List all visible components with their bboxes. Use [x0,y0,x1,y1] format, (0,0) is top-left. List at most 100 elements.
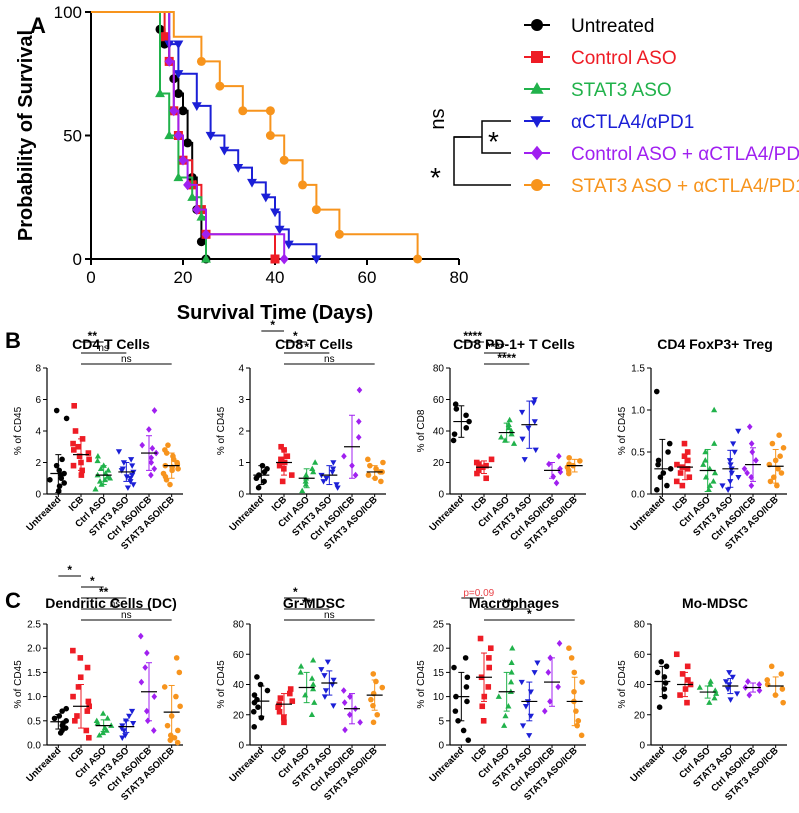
survival-marker [205,131,216,141]
data-point [542,707,548,715]
data-point [733,691,741,697]
y-tick-label: 60 [233,650,245,661]
data-point [280,714,287,721]
y-tick-label: 8 [35,364,41,375]
data-point [302,478,309,484]
data-point [151,407,158,414]
data-point [741,465,748,473]
survival-marker [187,192,198,201]
data-point [329,682,336,688]
data-point [86,703,92,710]
survival-marker [265,131,275,140]
data-point [279,478,286,485]
data-point [665,449,671,455]
data-point [165,442,171,448]
y-tick-label: 25 [433,620,445,631]
data-point [510,440,518,446]
data-point [722,679,730,685]
legend-label: αCTLA4/αPD1 [571,112,694,133]
y-tick-label: 1.5 [631,364,645,375]
y-tick-label: 2 [238,427,244,438]
data-point [297,663,305,669]
data-point [557,468,564,476]
bracket-outer [453,136,511,186]
data-point [310,468,317,475]
comparison-label: * [304,340,309,354]
data-point [164,722,171,729]
survival-marker [178,106,188,116]
data-point [83,727,90,734]
data-point [119,735,126,741]
data-point [340,687,347,694]
data-point [310,657,317,663]
data-point [84,664,91,671]
data-point [779,686,786,692]
data-point [63,718,69,724]
survival-marker [196,56,206,66]
data-point [177,703,183,710]
survival-marker [183,138,193,148]
data-point [173,655,180,661]
legend-marker [530,82,544,94]
y-tick-label: 0 [238,490,244,501]
y-tick-label: 80 [634,620,646,631]
data-point [86,456,92,463]
y-tick-label: 0.5 [631,448,645,459]
data-point [128,457,135,463]
data-point [735,428,742,435]
data-point [310,681,317,687]
data-point [748,440,755,447]
data-point [673,651,680,658]
y-tick-label: 4 [238,364,244,375]
data-point [702,448,709,455]
data-point [530,400,537,406]
x-tick-label: Untreated [427,745,466,784]
y-tick-label: 80 [433,364,445,375]
data-point [254,674,260,680]
data-point [473,459,480,466]
data-point [487,645,494,651]
data-point [712,687,719,693]
data-point [302,481,309,487]
data-point [527,689,534,695]
data-point [756,687,763,694]
data-point [730,441,737,447]
data-point [355,433,362,441]
data-point [334,485,341,491]
survival-marker [192,204,202,215]
data-point [379,684,386,691]
survival-marker [279,155,289,165]
survival-marker [274,225,285,235]
data-point [308,711,315,717]
data-point [685,457,691,464]
plot-title: Gr-MDSC [283,595,345,611]
y-tick-label: 20 [433,644,445,655]
data-point [778,671,785,677]
y-tick-label: 0 [35,490,41,501]
data-point [526,733,533,739]
data-point [764,677,771,683]
data-point [566,454,572,461]
data-point [56,483,63,489]
data-point [352,471,359,479]
data-point [663,663,670,670]
survival-marker [160,32,170,42]
panel-label-a: A [30,13,46,38]
data-point [264,687,271,694]
data-point [378,478,384,485]
data-point [553,479,560,487]
data-point [341,452,347,460]
comparison-label: ns [98,343,109,354]
data-point [713,690,720,696]
plot-title: Macrophages [469,595,559,611]
y-tick-label: 40 [233,680,245,691]
data-point [655,457,662,464]
data-point [483,475,489,482]
data-point [545,669,552,676]
data-point [710,478,717,484]
data-point [506,416,513,423]
data-point [255,704,261,710]
data-point [251,692,258,698]
y-tick-label: 2 [35,458,41,469]
